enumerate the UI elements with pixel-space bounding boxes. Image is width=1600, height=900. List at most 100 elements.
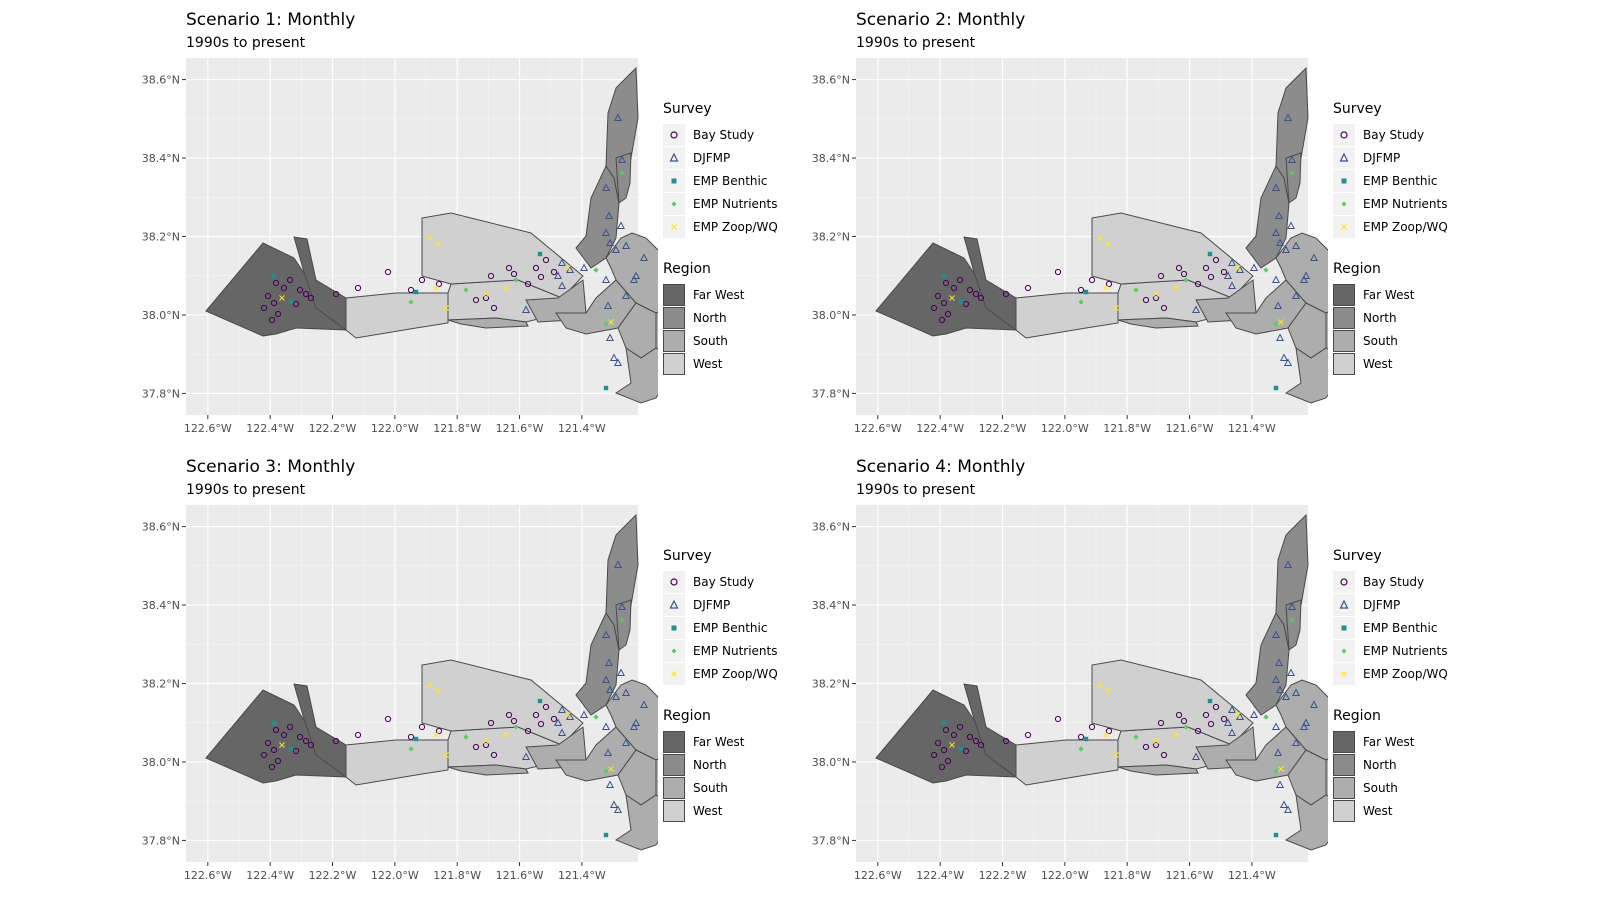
station-emp-benthic bbox=[958, 299, 964, 305]
station-bay-study bbox=[956, 276, 964, 284]
station-djfmp bbox=[1275, 685, 1285, 693]
legend-title-region: Region bbox=[1333, 261, 1381, 277]
station-emp-zoop bbox=[1153, 738, 1159, 744]
legend-swatch bbox=[663, 352, 685, 375]
station-bay-study bbox=[260, 304, 268, 312]
x-tick-label: 122.6°W bbox=[854, 869, 902, 882]
legend-key bbox=[1333, 169, 1355, 192]
legend-swatch bbox=[663, 776, 685, 799]
legend-swatch bbox=[663, 730, 685, 753]
legend-item-region: Far West bbox=[1333, 283, 1468, 306]
station-bay-study bbox=[1002, 290, 1010, 298]
station-djfmp bbox=[604, 658, 614, 666]
x-tick-label: 122.2°W bbox=[979, 422, 1027, 435]
station-emp-zoop bbox=[483, 291, 489, 297]
legend-label: North bbox=[693, 310, 727, 325]
station-bay-study bbox=[1152, 741, 1160, 749]
station-djfmp bbox=[601, 630, 611, 638]
y-tick-label: 38.0°N bbox=[812, 756, 850, 769]
station-djfmp bbox=[1227, 281, 1237, 289]
legend-swatch bbox=[1333, 753, 1355, 776]
station-bay-study bbox=[934, 292, 942, 300]
legend-item-region: South bbox=[663, 776, 798, 799]
y-tick-label: 38.6°N bbox=[142, 521, 180, 534]
station-bay-study bbox=[264, 739, 272, 747]
station-djfmp bbox=[1271, 722, 1281, 730]
legend-key bbox=[1333, 616, 1355, 639]
station-bay-study bbox=[418, 276, 426, 284]
y-tick-label: 38.2°N bbox=[812, 231, 850, 244]
legend-swatch bbox=[1333, 776, 1355, 799]
station-emp-benthic bbox=[288, 746, 294, 752]
station-djfmp bbox=[1299, 275, 1309, 283]
station-bay-study bbox=[307, 741, 315, 749]
legend-key bbox=[1333, 593, 1355, 616]
legend-label: North bbox=[693, 757, 727, 772]
station-bay-study bbox=[1054, 715, 1062, 723]
station-bay-study bbox=[1088, 276, 1096, 284]
station-emp-benthic bbox=[537, 251, 543, 257]
station-djfmp bbox=[616, 668, 626, 676]
map-panel-3: Scenario 3: Monthly 1990s to present 122… bbox=[128, 447, 798, 887]
station-djfmp bbox=[616, 221, 626, 229]
station-bay-study bbox=[332, 290, 340, 298]
legend-key bbox=[663, 215, 685, 238]
station-bay-study bbox=[944, 310, 952, 318]
station-bay-study bbox=[472, 296, 480, 304]
map-panel-4: Scenario 4: Monthly 1990s to present 122… bbox=[798, 447, 1468, 887]
legend-label: South bbox=[1363, 780, 1398, 795]
station-djfmp bbox=[1287, 602, 1297, 610]
station-emp-benthic bbox=[413, 289, 419, 295]
station-emp-zoop bbox=[433, 732, 439, 738]
legend-item-survey: EMP Zoop/WQ bbox=[663, 215, 798, 238]
station-djfmp bbox=[521, 752, 531, 760]
legend-item-survey: EMP Benthic bbox=[663, 169, 798, 192]
station-bay-study bbox=[940, 746, 948, 754]
legend-item-region: West bbox=[1333, 799, 1468, 822]
station-bay-study bbox=[490, 304, 498, 312]
legend-label: EMP Zoop/WQ bbox=[1363, 219, 1448, 234]
station-bay-study bbox=[482, 294, 490, 302]
station-bay-study bbox=[1024, 284, 1032, 292]
legend-item-region: South bbox=[1333, 329, 1468, 352]
station-bay-study bbox=[384, 715, 392, 723]
panel-subtitle: 1990s to present bbox=[186, 35, 306, 51]
station-bay-study bbox=[1220, 268, 1228, 276]
station-djfmp bbox=[613, 805, 623, 813]
station-djfmp bbox=[1291, 241, 1301, 249]
y-tick-label: 38.6°N bbox=[142, 74, 180, 87]
legend-item-survey: EMP Zoop/WQ bbox=[663, 662, 798, 685]
station-djfmp bbox=[1275, 238, 1285, 246]
station-djfmp bbox=[553, 718, 563, 726]
station-emp-zoop bbox=[435, 688, 441, 694]
station-djfmp bbox=[557, 705, 567, 713]
legend-label: DJFMP bbox=[693, 150, 731, 165]
station-bay-study bbox=[524, 727, 532, 735]
station-djfmp bbox=[1283, 113, 1293, 121]
station-emp-zoop bbox=[503, 285, 509, 291]
legend-label: EMP Benthic bbox=[1363, 620, 1438, 635]
legend-label: Far West bbox=[1363, 287, 1415, 302]
station-djfmp bbox=[611, 245, 621, 253]
legend-label: Far West bbox=[693, 734, 745, 749]
legend-swatch bbox=[1333, 730, 1355, 753]
station-bay-study bbox=[930, 304, 938, 312]
legend-item-region: North bbox=[1333, 306, 1468, 329]
station-emp-zoop bbox=[949, 295, 955, 301]
station-emp-benthic bbox=[1207, 251, 1213, 257]
station-bay-study bbox=[966, 733, 974, 741]
station-bay-study bbox=[1024, 731, 1032, 739]
legend-item-region: West bbox=[1333, 352, 1468, 375]
station-emp-zoop bbox=[1097, 682, 1103, 688]
station-bay-study bbox=[1202, 711, 1210, 719]
station-emp-zoop bbox=[1173, 732, 1179, 738]
legend-title-region: Region bbox=[1333, 708, 1381, 724]
station-bay-study bbox=[272, 726, 280, 734]
legend-swatch bbox=[663, 753, 685, 776]
x-tick-label: 121.4°W bbox=[558, 422, 606, 435]
station-bay-study bbox=[977, 741, 985, 749]
station-emp-benthic bbox=[271, 273, 277, 279]
station-djfmp bbox=[609, 353, 619, 361]
legend: Survey Bay Study DJFMP EMP Benthic EMP Nutri… bbox=[663, 100, 798, 375]
legend-swatch bbox=[663, 799, 685, 822]
